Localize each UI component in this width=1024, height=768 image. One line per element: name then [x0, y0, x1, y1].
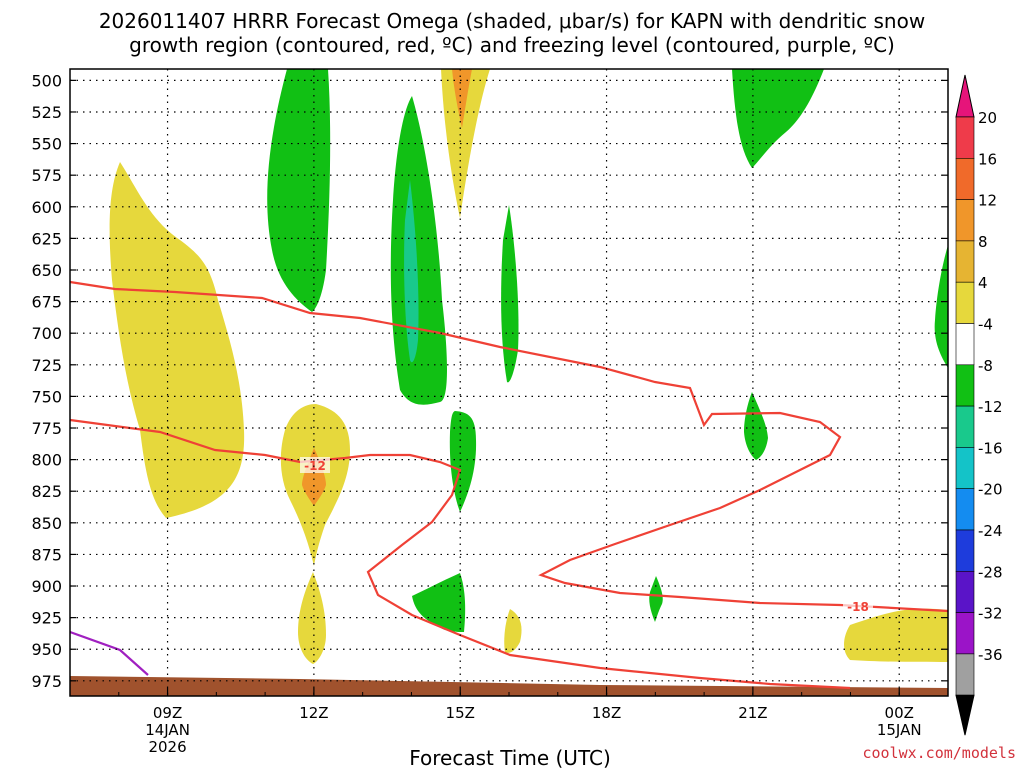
x-tick-label: 18Z [592, 704, 621, 722]
y-tick-label: 925 [31, 609, 62, 628]
colorbar-segment [955, 199, 975, 242]
omega-region-green-8 [412, 573, 466, 632]
colorbar-label: -24 [978, 522, 1003, 540]
dendritic-growth-contours [69, 280, 949, 690]
y-tick-label: 600 [31, 198, 62, 217]
y-tick-label: 575 [31, 166, 62, 185]
x-tick-date: 15JAN [877, 721, 922, 739]
colorbar-label: -20 [978, 481, 1003, 499]
omega-region-green-9 [649, 576, 663, 622]
x-tick-date: 14JAN [145, 721, 190, 739]
y-tick-label: 700 [31, 324, 62, 343]
omega-region-yellow-2 [441, 69, 490, 218]
x-tick-label: 15Z [446, 704, 475, 722]
omega-region-green-3 [501, 205, 519, 383]
y-tick-label: 725 [31, 356, 62, 375]
freezing-level-contour [69, 630, 149, 676]
y-tick-label: 775 [31, 419, 62, 438]
colorbar-segment [955, 529, 975, 572]
y-tick-label: 550 [31, 135, 62, 154]
y-tick-label: 675 [31, 293, 62, 312]
omega-shading [70, 69, 948, 696]
chart-title-line1: 2026011407 HRRR Forecast Omega (shaded, … [99, 9, 925, 33]
contour-label-12-bg [300, 457, 330, 473]
colorbar-segment [955, 447, 975, 489]
x-tick-year: 2026 [148, 738, 186, 756]
watermark: coolwx.com/models [862, 744, 1016, 762]
colorbar-top-arrow [955, 74, 975, 118]
colorbar-label: 20 [978, 109, 997, 127]
colorbar-segment [955, 240, 975, 283]
y-tick-label: 800 [31, 451, 62, 470]
omega-region-yellow-1 [109, 162, 245, 518]
colorbar-label: -8 [978, 357, 993, 375]
colorbar-label: 12 [978, 192, 997, 210]
y-tick-label: 900 [31, 577, 62, 596]
colorbar-segment [955, 364, 975, 407]
omega-region-green-1 [267, 69, 331, 312]
colorbar-label: -12 [978, 398, 1003, 416]
omega-region-green-4 [732, 69, 824, 168]
omega-region-green-6 [449, 411, 477, 512]
grid-lines [70, 69, 948, 696]
colorbar-label: 8 [978, 233, 988, 251]
colorbar-segment [955, 158, 975, 200]
colorbar-bottom-arrow [955, 694, 975, 736]
contour-label-18-bg [843, 598, 873, 614]
colorbar-segment [955, 570, 975, 613]
y-tick-label: 500 [31, 71, 62, 90]
colorbar-label: -16 [978, 439, 1003, 457]
colorbar-segment [955, 116, 975, 159]
colorbar-label: -32 [978, 605, 1003, 623]
y-tick-label: 525 [31, 103, 62, 122]
y-tick-label: 950 [31, 640, 62, 659]
colorbar: 20 16 12 8 4 -4 -8 -12 -16 -20 -24 -28 -32 -36 [955, 74, 1003, 736]
contour-lower [69, 418, 851, 690]
omega-region-green-2 [390, 96, 447, 405]
y-tick-label: 650 [31, 261, 62, 280]
terrain [70, 676, 948, 696]
omega-region-teal-2 [404, 180, 419, 363]
contour-label-18: -18 [847, 600, 869, 614]
x-tick-label: 12Z [299, 704, 328, 722]
y-tick-label: 875 [31, 545, 62, 564]
colorbar-label: -4 [978, 316, 993, 334]
omega-region-yellow-6 [844, 608, 948, 662]
colorbar-label: -28 [978, 563, 1003, 581]
x-axis-label: Forecast Time (UTC) [409, 746, 611, 768]
colorbar-segment [955, 653, 975, 696]
omega-region-orange-2 [452, 69, 472, 128]
contour-upper [69, 280, 949, 613]
chart-title-line2: growth region (contoured, red, ºC) and f… [129, 33, 895, 57]
x-tick-label: 00Z [885, 704, 914, 722]
colorbar-label: 4 [978, 274, 988, 292]
colorbar-segment [955, 612, 975, 655]
y-tick-label: 750 [31, 387, 62, 406]
y-tick-label: 850 [31, 514, 62, 533]
y-tick-label: 825 [31, 482, 62, 501]
y-tick-label: 625 [31, 229, 62, 248]
omega-region-yellow-5 [504, 609, 522, 653]
omega-region-green-7 [744, 392, 768, 460]
y-axis: 500 525 550 575 600 625 650 675 700 725 750 775 800 8… [31, 71, 948, 691]
x-tick-label: 21Z [738, 704, 767, 722]
contour-label-12: -12 [304, 459, 326, 473]
colorbar-label: -36 [978, 646, 1003, 664]
colorbar-segment [955, 281, 975, 324]
colorbar-segment [955, 488, 975, 531]
x-tick-label: 09Z [153, 704, 182, 722]
colorbar-label: 16 [978, 150, 997, 168]
y-tick-label: 975 [31, 672, 62, 691]
colorbar-segment [955, 323, 975, 366]
colorbar-segment [955, 405, 975, 448]
omega-region-green-5 [934, 245, 948, 368]
